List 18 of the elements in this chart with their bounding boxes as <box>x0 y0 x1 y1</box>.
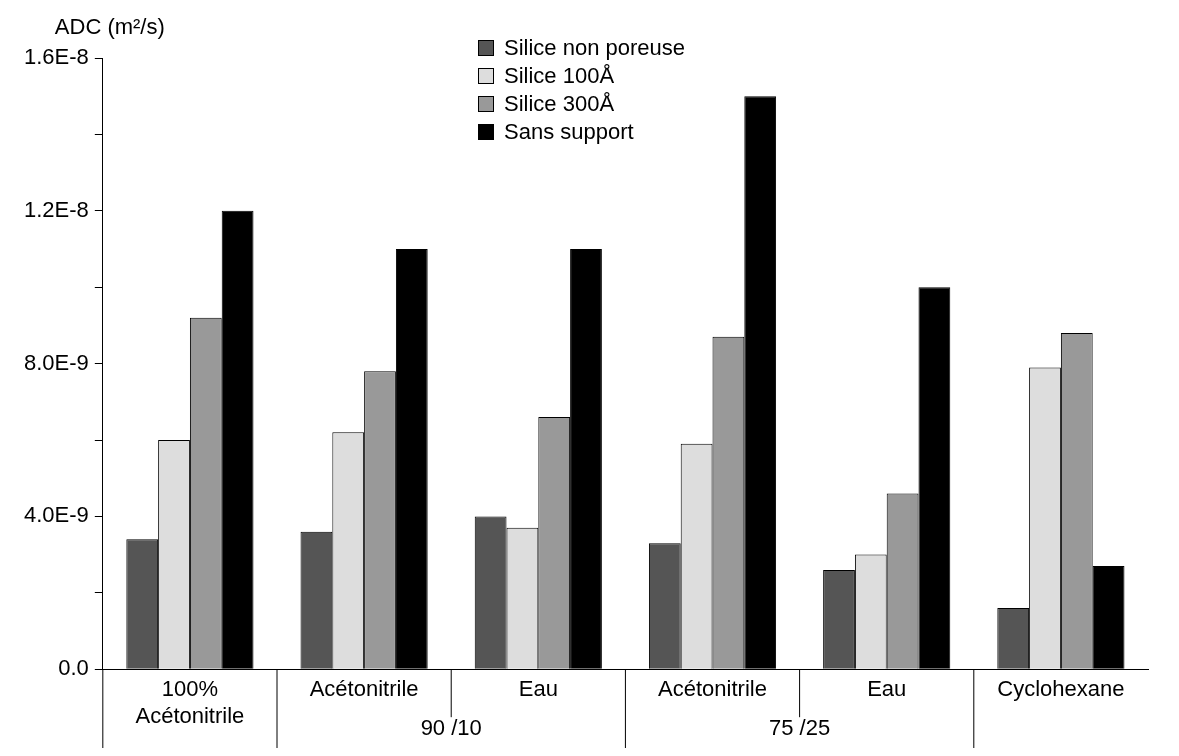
legend-label: Silice 100Å <box>504 62 615 90</box>
x-tick-label: Acétonitrile <box>658 676 767 702</box>
legend-label: Silice 300Å <box>504 90 615 118</box>
x-tick-label: 100% Acétonitrile <box>135 676 245 728</box>
x-tick-label: Eau <box>518 676 558 702</box>
y-tick-label: 1.2E-8 <box>23 196 89 222</box>
text: 90 /10 <box>420 715 482 741</box>
legend-label: Sans support <box>504 118 634 146</box>
x-tick-label: Cyclohexane <box>997 676 1125 702</box>
x-tick-label: Acétonitrile <box>309 676 419 702</box>
y-tick-label: 0.0 <box>58 655 89 681</box>
y-axis-title: ADC (m²/s) <box>54 14 165 39</box>
text: 75 /25 <box>769 715 831 741</box>
y-tick-label: 1.6E-8 <box>23 44 89 70</box>
x-tick-label: Eau <box>867 676 907 702</box>
y-tick-label: 8.0E-9 <box>23 349 89 375</box>
legend-label: Silice non poreuse <box>504 34 686 62</box>
y-tick-label: 4.0E-9 <box>23 502 89 528</box>
